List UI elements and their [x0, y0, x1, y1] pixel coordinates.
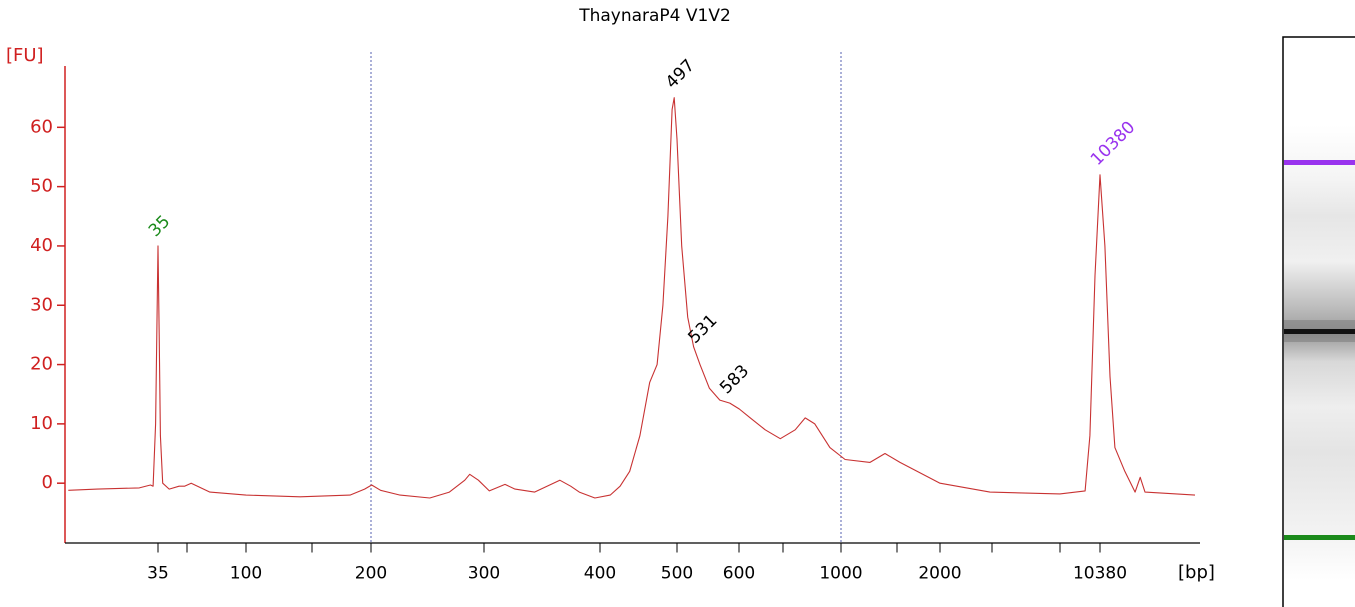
peak-label: 35 [145, 212, 174, 241]
chart-title: ThaynaraP4 V1V2 [578, 6, 731, 26]
y-tick-label: 30 [30, 294, 53, 315]
gel-marker-lower [1284, 535, 1355, 540]
x-tick-label: 100 [230, 564, 262, 584]
x-axis-label: [bp] [1178, 562, 1215, 583]
x-tick-label: 400 [584, 564, 616, 584]
x-tick-label: 1000 [819, 564, 862, 584]
y-axis-label: [FU] [6, 45, 44, 66]
y-tick-label: 40 [30, 235, 53, 256]
x-tick-label: 2000 [918, 564, 961, 584]
gel-smear [1284, 125, 1355, 580]
peak-label: 531 [684, 311, 721, 348]
gel-lane [1282, 36, 1355, 607]
gel-band [1284, 329, 1355, 334]
y-tick-label: 60 [30, 116, 53, 137]
y-tick-label: 50 [30, 176, 53, 197]
x-tick-label: 200 [355, 564, 387, 584]
peak-label: 583 [716, 361, 753, 398]
gel-marker-upper [1284, 160, 1355, 165]
trace [68, 97, 1196, 499]
y-tick-label: 10 [30, 413, 53, 434]
x-tick-label: 10380 [1073, 564, 1127, 584]
peak-label: 497 [662, 56, 699, 93]
x-tick-label: 35 [147, 564, 169, 584]
x-tick-label: 300 [468, 564, 500, 584]
y-tick-label: 20 [30, 354, 53, 375]
x-tick-label: 500 [661, 564, 693, 584]
x-tick-label: 600 [723, 564, 755, 584]
peak-label: 10380 [1087, 117, 1139, 169]
y-tick-label: 0 [42, 472, 53, 493]
